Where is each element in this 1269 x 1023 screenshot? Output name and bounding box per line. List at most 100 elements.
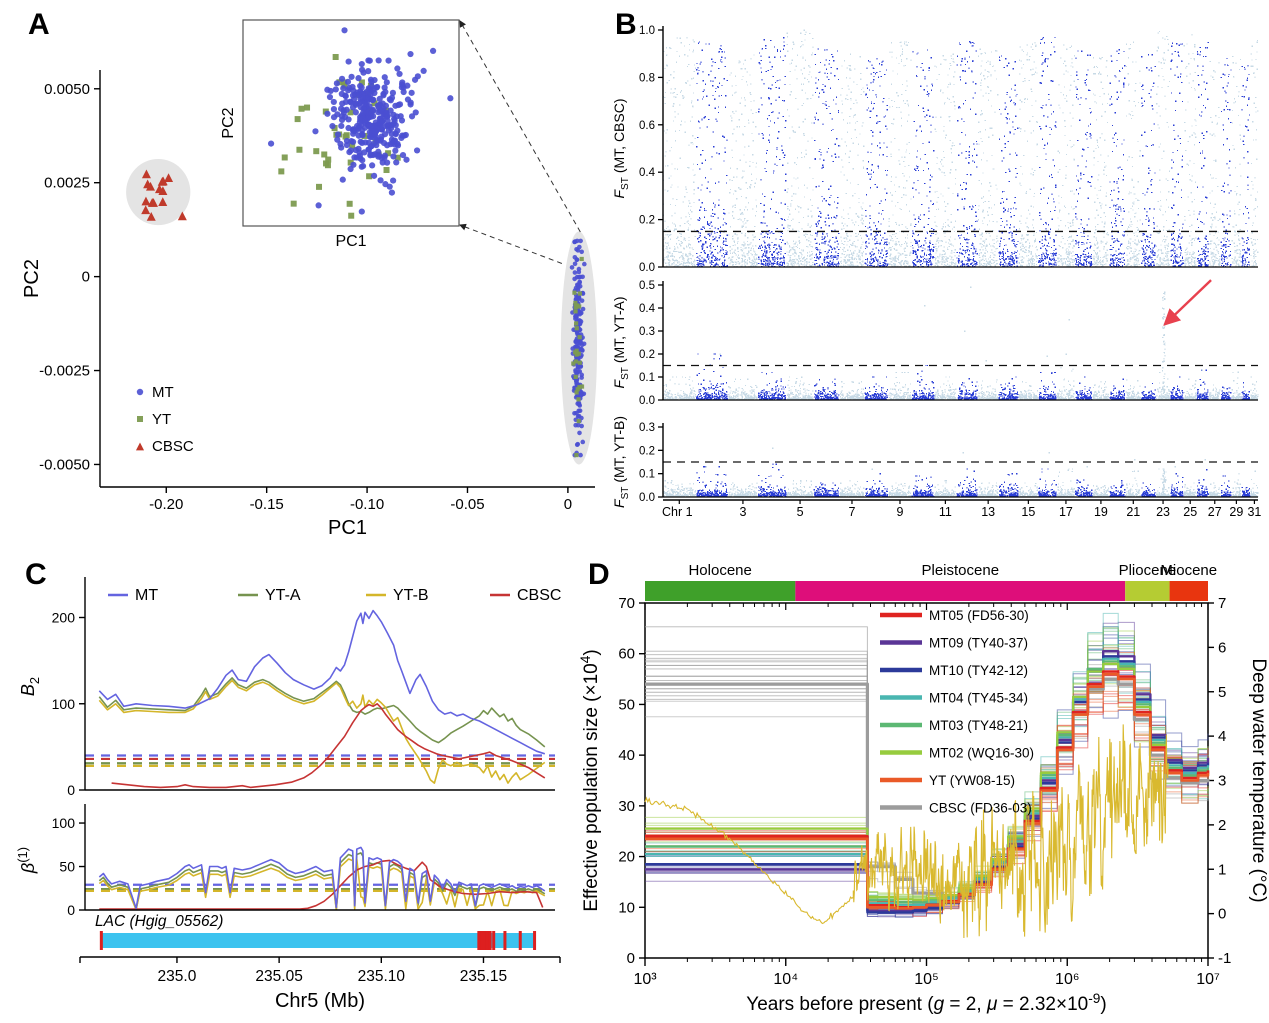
epoch-label-holocene: Holocene <box>688 562 751 579</box>
x-tick-label: 235.0 <box>158 968 197 985</box>
x-tick-label: 235.15 <box>460 968 507 985</box>
x-tick-label: 10⁶ <box>1055 971 1079 988</box>
y-tick-label: 0.5 <box>639 280 655 292</box>
bootstrap-gray <box>645 661 868 893</box>
inset-connector <box>459 20 581 233</box>
legend-label-MT02: MT02 (WQ16-30) <box>929 746 1034 761</box>
pca-plot: -0.20 -0.15 -0.10 -0.05 0 0.0050 0.0025 0 -0.002… <box>21 19 598 539</box>
gene-exon <box>518 931 522 950</box>
x-tick-label: 10⁷ <box>1196 971 1220 988</box>
gene-exon <box>485 931 489 950</box>
y-tick-label-right: 5 <box>1218 684 1226 701</box>
y-tick-label: 0 <box>67 782 75 798</box>
gene-exon <box>533 931 537 950</box>
panel-d-label: D <box>588 558 610 591</box>
y-tick-label-left: 30 <box>618 798 635 815</box>
y-tick-label: 0.3 <box>639 326 655 338</box>
bootstrap-gray <box>645 695 868 893</box>
bootstrap-gray <box>645 657 868 893</box>
y-axis-title: FST (MT, YT-B) <box>611 416 631 508</box>
y-tick-label-right: 2 <box>1218 817 1226 834</box>
temperature-curve <box>644 724 1169 939</box>
y-tick-label: 0.4 <box>639 303 656 315</box>
y-tick-label: 0.2 <box>639 445 655 457</box>
x-tick-label: -0.05 <box>450 496 484 513</box>
panel-demography: D Holocene Pleistocene Pliocene Miocene 10³ 1… <box>580 545 1269 1023</box>
chrom-tick-label: 29 <box>1229 505 1243 519</box>
y-tick-label: 0.1 <box>639 469 655 481</box>
legend-label-YT-A: YT-A <box>265 587 301 604</box>
y-tick-label-left: 0 <box>627 950 635 967</box>
x-tick-label: 10⁵ <box>914 971 938 988</box>
series-line <box>98 852 546 911</box>
y-tick-label: 0.0 <box>639 492 655 504</box>
panel-a-label: A <box>28 8 50 41</box>
y-tick-label: 0.0025 <box>44 175 90 192</box>
chrom-tick-label: 9 <box>897 505 904 519</box>
y-tick-label: 0.2 <box>639 215 655 227</box>
legend-label-MT: MT <box>152 384 174 401</box>
legend-label-CBSC: CBSC <box>152 438 194 455</box>
y-tick-label-right: 1 <box>1218 861 1226 878</box>
inset-y-title: PC2 <box>220 107 237 138</box>
x-tick-label: -0.15 <box>250 496 284 513</box>
gene-body <box>101 933 535 948</box>
y-tick-label: 0.6 <box>639 120 655 132</box>
panel-selection-stats: C 0 100 200 0 50 100 B2 β(1) MT YT-A YT-B CBSC LAC (… <box>0 545 580 1023</box>
x-tick-label: 235.10 <box>358 968 406 985</box>
y-tick-label-left: 10 <box>618 899 635 916</box>
manhattan-plots: 0.0 0.2 0.4 0.6 0.8 1.0 FST (MT, CBSC) 0.0 0.1 0.… <box>611 25 1261 519</box>
x-axis-title: Years before present (g = 2, μ = 2.32×10… <box>746 991 1106 1015</box>
gene-exon <box>492 931 496 950</box>
gene-exon <box>99 931 103 950</box>
panel-c-label: C <box>25 558 47 591</box>
x-tick-label: -0.10 <box>350 496 384 513</box>
panel-fst-manhattan: B 0.0 0.2 0.4 0.6 0.8 1.0 FST (MT, CBSC) 0.0 0.1… <box>610 0 1269 545</box>
y-tick-label: 100 <box>52 696 76 712</box>
y-tick-label-right: 6 <box>1218 639 1226 656</box>
legend-label-MT: MT <box>135 587 158 604</box>
y-tick-label: 0 <box>82 269 90 286</box>
legend-label-YT-B: YT-B <box>393 587 429 604</box>
chrom-tick-label: 5 <box>797 505 804 519</box>
epoch-holocene <box>645 581 796 601</box>
chrom-tick-label: 23 <box>1156 505 1170 519</box>
x-tick-label: 10⁴ <box>773 971 798 988</box>
chrom-tick-label: 17 <box>1059 505 1073 519</box>
y-tick-label-left: 40 <box>618 747 635 764</box>
epoch-pleistocene <box>795 581 1126 601</box>
series-line <box>98 679 546 784</box>
y-tick-label: 0.0 <box>639 262 655 274</box>
y-axis-title-b2: B2 <box>18 677 42 696</box>
chrom-tick-label: 3 <box>739 505 746 519</box>
legend-label-CBSC: CBSC <box>517 587 561 604</box>
highlight-arrow <box>1163 279 1212 326</box>
panel-pca: A -0.20 -0.15 -0.10 -0.05 0 0.0050 0.0025 0 -0.0… <box>0 0 610 545</box>
legend-label-CBSC: CBSC (FD36-03) <box>929 801 1032 816</box>
panel-b-label: B <box>615 8 637 41</box>
inset-box <box>242 19 460 227</box>
y-tick-label: 0.1 <box>639 372 655 384</box>
x-tick-label: 0 <box>564 496 572 513</box>
gene-label: LAC (Hgig_05562) <box>95 913 223 930</box>
x-axis-title: PC1 <box>328 517 367 539</box>
epoch-label-miocene: Miocene <box>1160 562 1217 579</box>
gene-exon <box>503 931 507 950</box>
chrom-tick-label: 31 <box>1247 505 1261 519</box>
y-tick-label-left: 20 <box>618 849 635 866</box>
chrom-tick-label: 19 <box>1094 505 1108 519</box>
y-tick-label: 0.8 <box>639 72 655 84</box>
y-tick-label-right: 4 <box>1218 728 1226 745</box>
y-axis-title-right: Deep water temperature (°C) <box>1248 658 1269 902</box>
bootstrap-gray <box>645 676 868 893</box>
manhattan-sub-0 <box>662 29 1259 268</box>
legend-label-MT09: MT09 (TY40-37) <box>929 636 1028 651</box>
x-tick-label: -0.20 <box>149 496 183 513</box>
y-axis-title-beta: β(1) <box>15 847 38 874</box>
bootstrap-gray <box>645 691 868 893</box>
chrom-tick-label: 15 <box>1021 505 1035 519</box>
y-tick-label-right: 0 <box>1218 906 1226 923</box>
x-axis-title: Chr5 (Mb) <box>275 990 365 1012</box>
y-tick-label-right: -1 <box>1218 950 1231 967</box>
epoch-pliocene <box>1125 581 1170 601</box>
